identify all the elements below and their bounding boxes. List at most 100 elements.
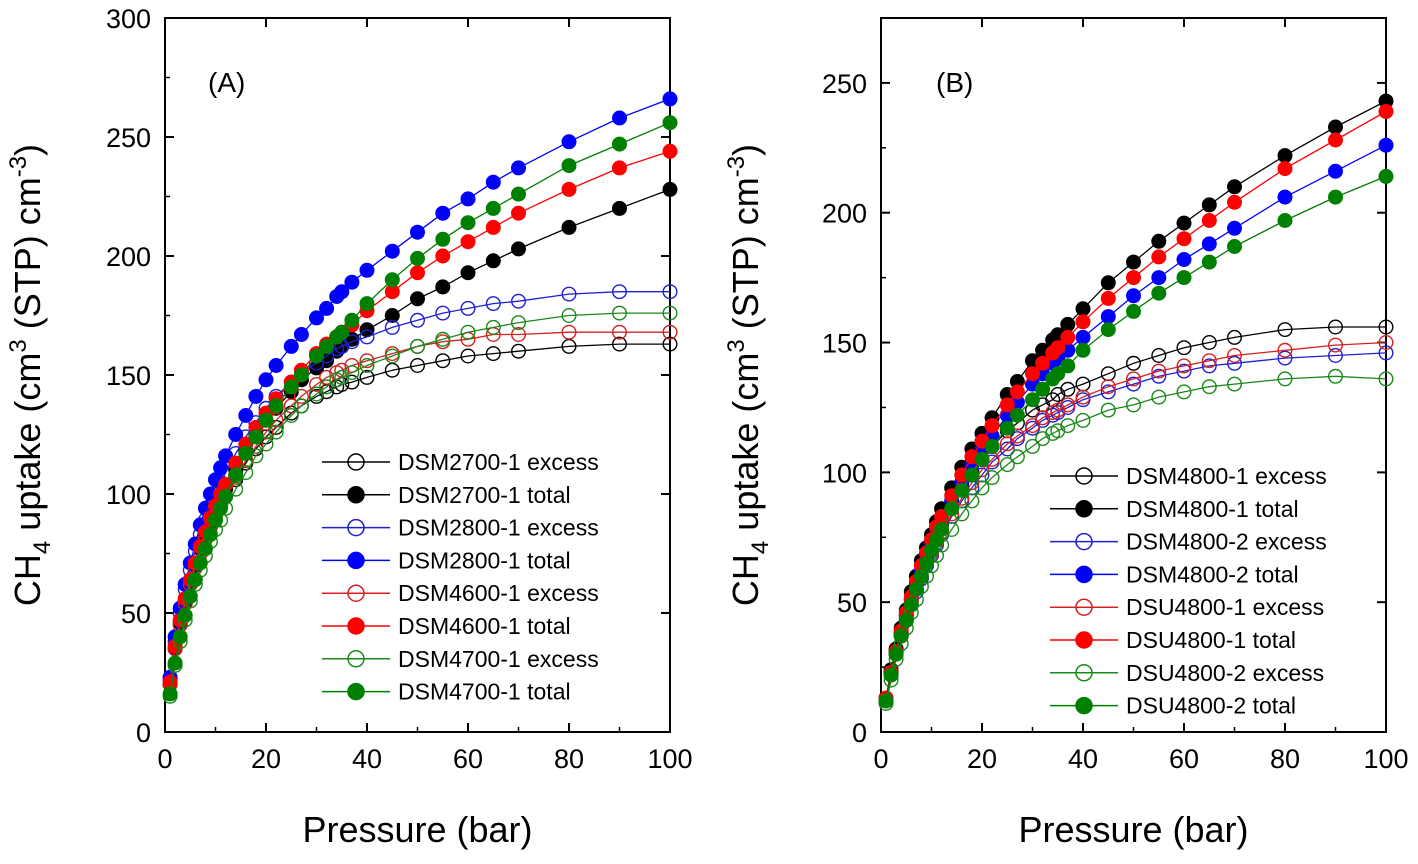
data-point [384,319,400,335]
data-point [248,388,264,404]
data-point [612,284,628,300]
data-point [268,398,284,414]
data-point [293,327,309,343]
data-point [1024,438,1040,454]
data-point [384,308,400,324]
data-point [1327,119,1343,135]
x-tick-label: 60 [1169,744,1199,774]
x-tick-label: 20 [251,744,281,774]
data-point [410,358,426,374]
data-point [511,186,527,202]
data-point [1060,316,1076,332]
x-tick-label: 20 [967,744,997,774]
data-point [511,327,527,343]
legend-marker [347,486,365,504]
data-point [662,91,678,107]
data-point [435,248,451,264]
legend-marker [1075,631,1093,649]
data-point [359,369,375,385]
data-point [162,686,178,702]
data-point [359,262,375,278]
data-point [662,143,678,159]
data-point [359,296,375,312]
data-point [1201,379,1217,395]
data-point [984,418,1000,434]
legend-marker [347,682,365,701]
data-point [561,158,577,174]
y-tick-label: 100 [106,480,151,510]
y-axis-title: CH4 uptake (cm3 (STP) cm-3) [723,144,774,606]
data-point [197,541,213,557]
data-point [1060,397,1076,413]
data-point [1226,238,1242,254]
data-point [1378,103,1394,119]
data-point [612,136,628,152]
data-point [511,160,527,176]
data-point [511,205,527,221]
data-point [893,628,909,644]
data-point [561,219,577,235]
data-point [612,110,628,126]
data-point [1050,423,1066,439]
data-point [1151,249,1167,265]
data-point [359,358,375,374]
data-point [1176,215,1192,231]
data-point [1378,345,1394,361]
data-point [561,308,577,324]
data-point [485,346,501,362]
data-point [334,324,350,340]
data-point [1201,254,1217,270]
legend-marker [1075,500,1093,518]
data-point [384,272,400,288]
data-point [202,527,218,543]
data-point [319,338,335,354]
data-point [1327,319,1343,335]
data-point [1327,132,1343,148]
data-point [1226,220,1242,236]
data-point [334,369,350,385]
y-axis-title-pre: CH [725,554,766,606]
data-point [511,293,527,309]
data-point [1277,148,1293,164]
data-point [293,388,309,404]
data-point [1024,418,1040,434]
data-point [1050,340,1066,356]
data-point [1226,355,1242,371]
data-point [883,667,899,683]
data-point [167,655,183,671]
data-point [1327,368,1343,384]
data-point [485,174,501,190]
data-point [1226,348,1242,364]
data-point [172,629,188,645]
data-point [410,291,426,307]
data-point [218,488,234,504]
data-point [435,305,451,321]
data-point [1009,449,1025,465]
data-point [485,253,501,269]
data-point [1201,197,1217,213]
y-axis-title-sup2: -3 [5,156,32,177]
data-point [1378,335,1394,351]
data-point [1100,309,1116,325]
data-point [1327,163,1343,179]
y-tick-label: 250 [106,123,151,153]
y-axis-title-sub: 4 [747,541,774,554]
data-point [903,597,919,613]
data-point [1075,389,1091,405]
data-point [999,441,1015,457]
legend-label: DSM4800-1 excess [1126,463,1327,489]
x-tick-label: 80 [1270,744,1300,774]
legend-marker [1075,696,1093,715]
data-point [228,427,244,443]
data-point [1378,319,1394,335]
data-point [319,379,335,395]
data-point [192,555,208,571]
data-point [293,367,309,383]
data-point [1125,355,1141,371]
data-point [283,408,299,424]
x-tick-label: 100 [647,744,692,774]
x-tick-label: 100 [1363,744,1408,774]
data-point [485,219,501,235]
legend-label: DSM2800-1 total [398,547,571,573]
series-line [169,98,671,678]
